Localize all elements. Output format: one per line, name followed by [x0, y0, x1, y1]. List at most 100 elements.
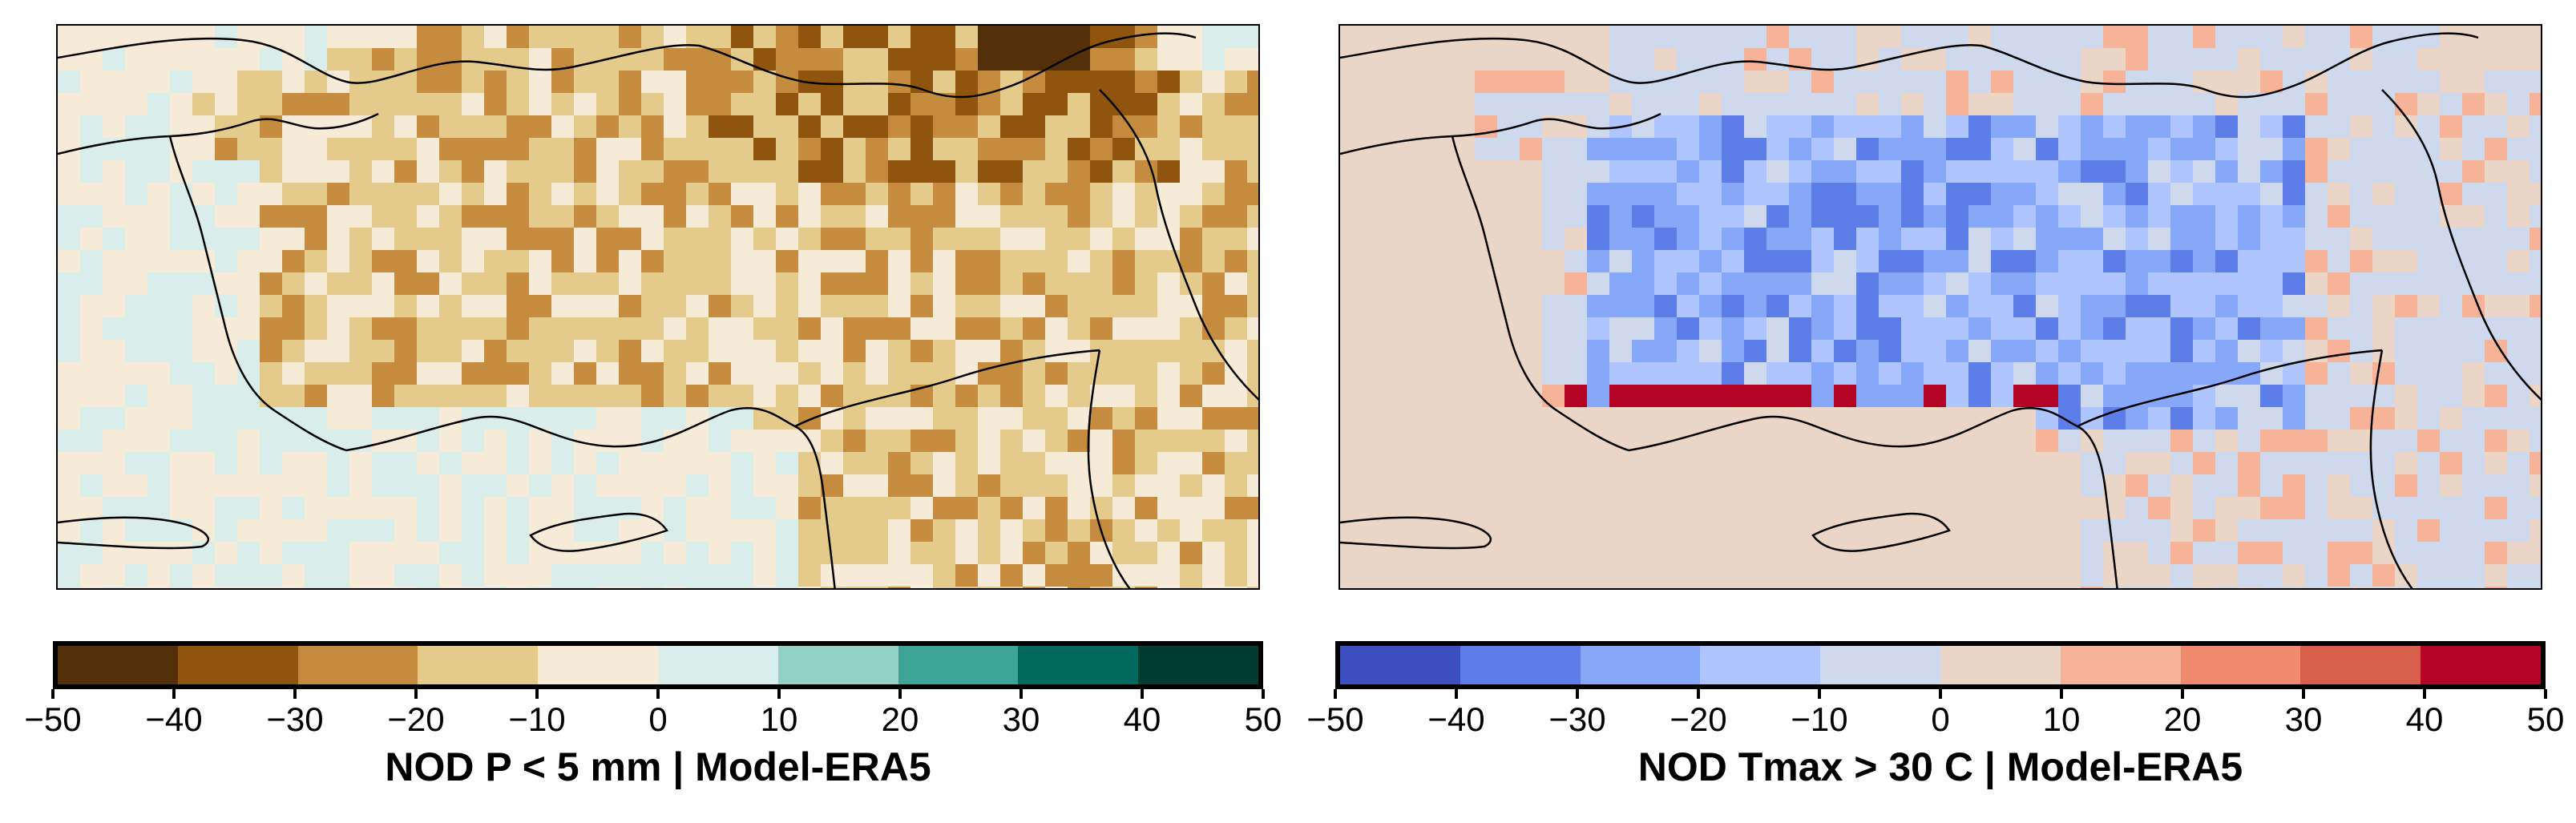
- colorbar-segment: [2421, 646, 2541, 684]
- grid-cell: [1225, 407, 1247, 430]
- grid-cell: [1968, 362, 1991, 385]
- grid-cell: [1901, 250, 1924, 272]
- grid-cell: [1023, 205, 1045, 228]
- grid-cell: [125, 519, 147, 542]
- grid-cell: [2036, 497, 2058, 519]
- grid-cell: [1542, 430, 1565, 452]
- grid-cell: [2193, 564, 2215, 587]
- grid-cell: [1744, 587, 1766, 588]
- grid-cell: [2372, 452, 2395, 474]
- grid-cell: [462, 430, 484, 452]
- grid-cell: [1744, 250, 1766, 272]
- grid-cell: [529, 587, 551, 588]
- grid-cell: [2148, 138, 2170, 160]
- grid-cell: [1587, 385, 1609, 407]
- tick-label: −40: [1427, 700, 1485, 738]
- grid-cell: [1968, 250, 1991, 272]
- grid-cell: [664, 115, 686, 138]
- grid-cell: [507, 474, 529, 497]
- grid-cell: [2530, 205, 2541, 228]
- grid-cell: [776, 160, 798, 183]
- grid-cell: [1991, 205, 2013, 228]
- grid-cell: [1385, 497, 1407, 519]
- grid-cell: [1520, 295, 1542, 317]
- grid-cell: [1247, 205, 1258, 228]
- grid-cell: [417, 519, 439, 542]
- grid-cell: [1157, 317, 1180, 340]
- grid-cell: [1068, 587, 1090, 588]
- grid-cell: [2395, 272, 2417, 295]
- grid-cell: [1023, 317, 1045, 340]
- grid-cell: [1811, 228, 1834, 250]
- grid-cell: [731, 228, 753, 250]
- grid-cell: [439, 385, 462, 407]
- grid-cell: [2238, 160, 2260, 183]
- grid-cell: [664, 474, 686, 497]
- grid-cell: [888, 587, 910, 588]
- grid-cell: [955, 497, 978, 519]
- grid-cell: [2417, 250, 2440, 272]
- grid-cell: [1609, 452, 1632, 474]
- grid-cell: [1722, 183, 1744, 205]
- grid-cell: [1789, 474, 1811, 497]
- grid-cell: [1407, 71, 1430, 93]
- grid-cell: [2036, 452, 2058, 474]
- grid-cell: [1789, 340, 1811, 362]
- grid-cell: [843, 340, 866, 362]
- grid-cell: [484, 138, 507, 160]
- grid-cell: [2372, 48, 2395, 71]
- grid-cell: [1497, 183, 1520, 205]
- grid-cell: [260, 250, 282, 272]
- grid-cell: [1090, 205, 1112, 228]
- grid-cell: [1744, 272, 1766, 295]
- grid-cell: [1946, 93, 1968, 115]
- grid-cell: [417, 228, 439, 250]
- colorbar-segment: [538, 646, 658, 684]
- grid-cell: [1045, 160, 1068, 183]
- grid-cell: [170, 295, 192, 317]
- grid-cell: [888, 564, 910, 587]
- grid-cell: [237, 407, 260, 430]
- grid-cell: [1654, 272, 1677, 295]
- grid-cell: [1247, 26, 1258, 48]
- grid-cell: [282, 340, 305, 362]
- grid-cell: [2148, 26, 2170, 48]
- grid-cell: [1968, 183, 1991, 205]
- grid-cell: [1225, 452, 1247, 474]
- grid-cell: [1924, 317, 1946, 340]
- grid-cell: [2058, 430, 2081, 452]
- grid-cell: [686, 183, 709, 205]
- grid-cell: [551, 115, 574, 138]
- grid-cell: [394, 340, 417, 362]
- grid-cell: [215, 93, 237, 115]
- grid-cell: [2305, 407, 2328, 430]
- grid-cell: [2193, 250, 2215, 272]
- grid-cell: [1520, 317, 1542, 340]
- grid-cell: [237, 474, 260, 497]
- grid-cell: [798, 115, 821, 138]
- grid-cell: [1452, 497, 1475, 519]
- grid-cell: [2462, 317, 2485, 340]
- grid-cell: [1677, 26, 1699, 48]
- grid-cell: [574, 542, 596, 564]
- grid-cell: [372, 228, 394, 250]
- grid-cell: [237, 183, 260, 205]
- grid-cell: [1135, 93, 1157, 115]
- grid-cell: [170, 385, 192, 407]
- grid-cell: [888, 26, 910, 48]
- grid-cell: [1340, 26, 1363, 48]
- grid-cell: [551, 250, 574, 272]
- grid-cell: [125, 452, 147, 474]
- grid-cell: [2328, 497, 2350, 519]
- grid-cell: [1789, 452, 1811, 474]
- grid-cell: [2507, 407, 2530, 430]
- grid-cell: [260, 272, 282, 295]
- grid-cell: [1430, 385, 1452, 407]
- grid-cell: [1023, 183, 1045, 205]
- grid-cell: [888, 71, 910, 93]
- grid-cell: [1497, 250, 1520, 272]
- grid-cell: [574, 160, 596, 183]
- grid-cell: [2215, 497, 2238, 519]
- grid-cell: [1991, 385, 2013, 407]
- grid-cell: [1385, 71, 1407, 93]
